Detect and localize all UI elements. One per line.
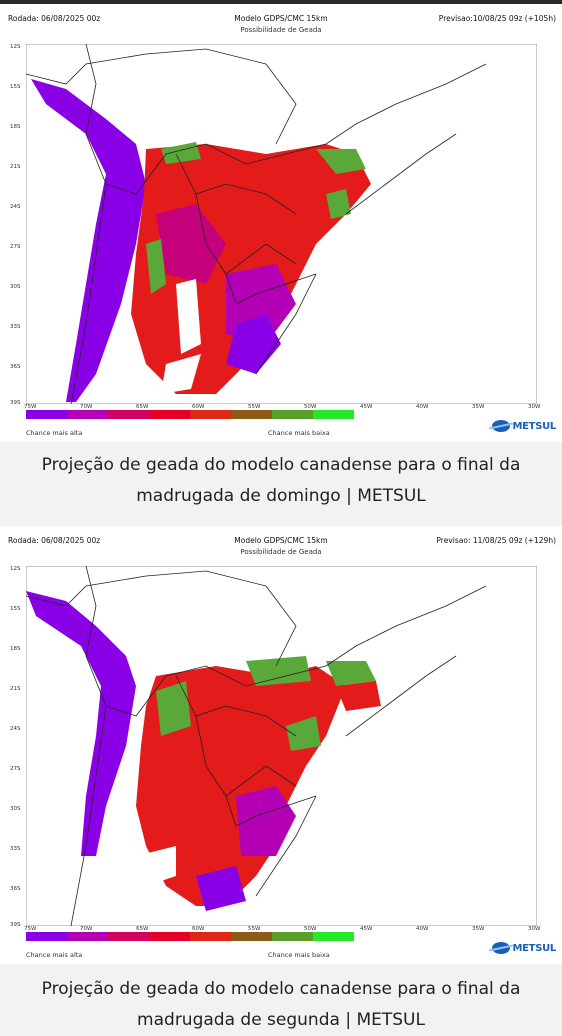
map-plot bbox=[26, 44, 537, 404]
model-label: Modelo GDPS/CMC 15km bbox=[234, 536, 328, 545]
y-tick: 27S bbox=[10, 244, 21, 250]
legend-swatch bbox=[108, 410, 149, 419]
map-caption: Projeção de geada do modelo canadense pa… bbox=[41, 979, 521, 1030]
legend-swatch bbox=[149, 410, 190, 419]
color-legend bbox=[26, 410, 354, 419]
x-tick: 70W bbox=[80, 404, 93, 410]
metsul-logo: METSUL bbox=[491, 942, 557, 954]
forecast-label: Previsao: 11/08/25 09z (+129h) bbox=[436, 536, 556, 545]
legend-swatch bbox=[272, 410, 313, 419]
x-tick: 60W bbox=[192, 404, 205, 410]
legend-swatch bbox=[67, 932, 108, 941]
top-status-bar bbox=[0, 0, 562, 4]
legend-swatch bbox=[190, 932, 231, 941]
y-tick: 24S bbox=[10, 726, 21, 732]
x-tick: 70W bbox=[80, 926, 93, 932]
frost-map-2[interactable]: Rodada: 06/08/2025 00z Modelo GDPS/CMC 1… bbox=[0, 526, 562, 964]
x-tick: 45W bbox=[360, 926, 373, 932]
y-tick: 30S bbox=[10, 284, 21, 290]
legend-high-label: Chance mais alta bbox=[26, 429, 83, 437]
x-tick: 50W bbox=[304, 404, 317, 410]
map-svg bbox=[26, 566, 537, 926]
map-caption: Projeção de geada do modelo canadense pa… bbox=[41, 455, 521, 506]
globe-icon bbox=[491, 420, 510, 432]
y-tick: 12S bbox=[10, 566, 21, 572]
y-tick: 15S bbox=[10, 84, 21, 90]
x-tick: 30W bbox=[528, 926, 541, 932]
x-tick: 55W bbox=[248, 926, 261, 932]
x-tick: 75W bbox=[24, 926, 37, 932]
logo-text: METSUL bbox=[512, 942, 557, 954]
y-tick: 33S bbox=[10, 846, 21, 852]
map-subtitle: Possibilidade de Geada bbox=[240, 26, 322, 34]
frost-map-1[interactable]: Rodada: 06/08/2025 00z Modelo GDPS/CMC 1… bbox=[0, 4, 562, 442]
map-subtitle: Possibilidade de Geada bbox=[240, 548, 322, 556]
map-plot bbox=[26, 566, 537, 926]
x-tick: 75W bbox=[24, 404, 37, 410]
model-label: Modelo GDPS/CMC 15km bbox=[234, 14, 328, 23]
legend-low-label: Chance mais baixa bbox=[268, 429, 330, 437]
globe-icon bbox=[491, 942, 510, 954]
y-tick: 27S bbox=[10, 766, 21, 772]
run-label: Rodada: 06/08/2025 00z bbox=[8, 14, 101, 23]
y-tick: 12S bbox=[10, 44, 21, 50]
legend-swatch bbox=[231, 410, 272, 419]
legend-high-label: Chance mais alta bbox=[26, 951, 83, 959]
legend-swatch bbox=[108, 932, 149, 941]
y-tick: 30S bbox=[10, 806, 21, 812]
x-tick: 55W bbox=[248, 404, 261, 410]
legend-swatch bbox=[26, 410, 67, 419]
y-tick: 21S bbox=[10, 164, 21, 170]
color-legend bbox=[26, 932, 354, 941]
x-tick: 30W bbox=[528, 404, 541, 410]
y-tick: 39S bbox=[10, 922, 21, 928]
y-tick: 15S bbox=[10, 606, 21, 612]
y-tick: 33S bbox=[10, 324, 21, 330]
legend-swatch bbox=[67, 410, 108, 419]
legend-swatch bbox=[272, 932, 313, 941]
legend-swatch bbox=[231, 932, 272, 941]
legend-swatch bbox=[26, 932, 67, 941]
y-tick: 36S bbox=[10, 364, 21, 370]
y-tick: 24S bbox=[10, 204, 21, 210]
x-tick: 45W bbox=[360, 404, 373, 410]
y-tick: 36S bbox=[10, 886, 21, 892]
x-tick: 35W bbox=[472, 926, 485, 932]
legend-swatch bbox=[190, 410, 231, 419]
x-tick: 65W bbox=[136, 404, 149, 410]
legend-swatch bbox=[313, 410, 354, 419]
map-svg bbox=[26, 44, 537, 404]
legend-swatch bbox=[149, 932, 190, 941]
x-tick: 40W bbox=[416, 926, 429, 932]
metsul-logo: METSUL bbox=[491, 420, 557, 432]
x-tick: 65W bbox=[136, 926, 149, 932]
x-tick: 60W bbox=[192, 926, 205, 932]
forecast-label: Previsao:10/08/25 09z (+105h) bbox=[438, 14, 556, 23]
x-tick: 40W bbox=[416, 404, 429, 410]
run-label: Rodada: 06/08/2025 00z bbox=[8, 536, 101, 545]
y-tick: 39S bbox=[10, 400, 21, 406]
legend-swatch bbox=[313, 932, 354, 941]
x-tick: 50W bbox=[304, 926, 317, 932]
y-tick: 18S bbox=[10, 124, 21, 130]
y-tick: 18S bbox=[10, 646, 21, 652]
x-tick: 35W bbox=[472, 404, 485, 410]
y-tick: 21S bbox=[10, 686, 21, 692]
logo-text: METSUL bbox=[512, 420, 557, 432]
legend-low-label: Chance mais baixa bbox=[268, 951, 330, 959]
